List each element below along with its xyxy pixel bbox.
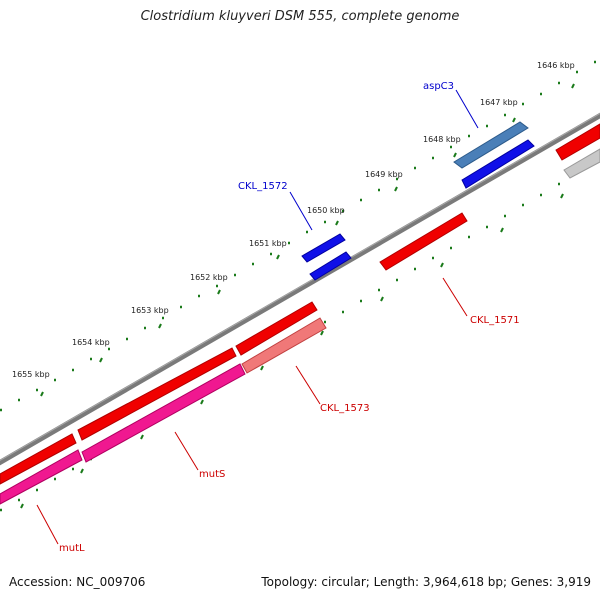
gene-label-aspc3[interactable]: aspC3	[423, 81, 454, 92]
leader-mutl	[36, 504, 59, 545]
accession-text: Accession: NC_009706	[9, 575, 146, 589]
gene-ckl1573-upper-arrow[interactable]	[235, 301, 318, 356]
gene-right-grey-arrow[interactable]	[563, 148, 600, 179]
scale-label: 1652 kbp	[190, 273, 228, 282]
scale-label: 1648 kbp	[423, 135, 461, 144]
scale-label: 1647 kbp	[480, 98, 518, 107]
gene-mutl-upper-arrow[interactable]	[0, 433, 77, 485]
leader-ckl1572	[289, 191, 313, 231]
gene-label-mutl[interactable]: mutL	[59, 543, 85, 554]
gene-aspc3-arrow[interactable]	[453, 121, 529, 169]
genome-summary-text: Topology: circular; Length: 3,964,618 bp…	[261, 575, 591, 589]
gene-muts-arrow[interactable]	[81, 363, 246, 463]
gene-label-muts[interactable]: mutS	[199, 469, 225, 480]
gene-label-ckl1571[interactable]: CKL_1571	[470, 315, 520, 326]
scale-label: 1650 kbp	[307, 206, 345, 215]
gene-aspc3-paralog-arrow[interactable]	[461, 139, 535, 189]
scale-label: 1649 kbp	[365, 170, 403, 179]
leader-aspc3	[455, 89, 479, 129]
gene-ckl1571-arrow[interactable]	[379, 212, 468, 271]
scale-label: 1653 kbp	[131, 306, 169, 315]
gene-label-ckl1573[interactable]: CKL_1573	[320, 403, 370, 414]
leader-muts	[174, 431, 199, 471]
leader-ckl1573	[295, 365, 321, 405]
scale-label: 1646 kbp	[537, 61, 575, 70]
scale-label: 1654 kbp	[72, 338, 110, 347]
gene-ckl1572-arrow[interactable]	[301, 233, 346, 263]
backbone-highlight	[0, 112, 600, 462]
scale-label: 1655 kbp	[12, 370, 50, 379]
backbone-line	[0, 112, 600, 466]
outer-tick-ring	[0, 60, 596, 412]
gene-ckl1572b-arrow[interactable]	[309, 251, 352, 281]
gene-mutl-arrow[interactable]	[0, 449, 83, 505]
gene-label-ckl1572[interactable]: CKL_1572	[238, 181, 288, 192]
scale-label: 1651 kbp	[249, 239, 287, 248]
map-title: Clostridium kluyveri DSM 555, complete g…	[140, 9, 460, 24]
gene-muts-upper-arrow[interactable]	[77, 347, 237, 441]
leader-ckl1571	[442, 277, 468, 317]
gene-ckl1573-arrow[interactable]	[241, 317, 327, 374]
gene-right-red-arrow[interactable]	[555, 123, 600, 161]
